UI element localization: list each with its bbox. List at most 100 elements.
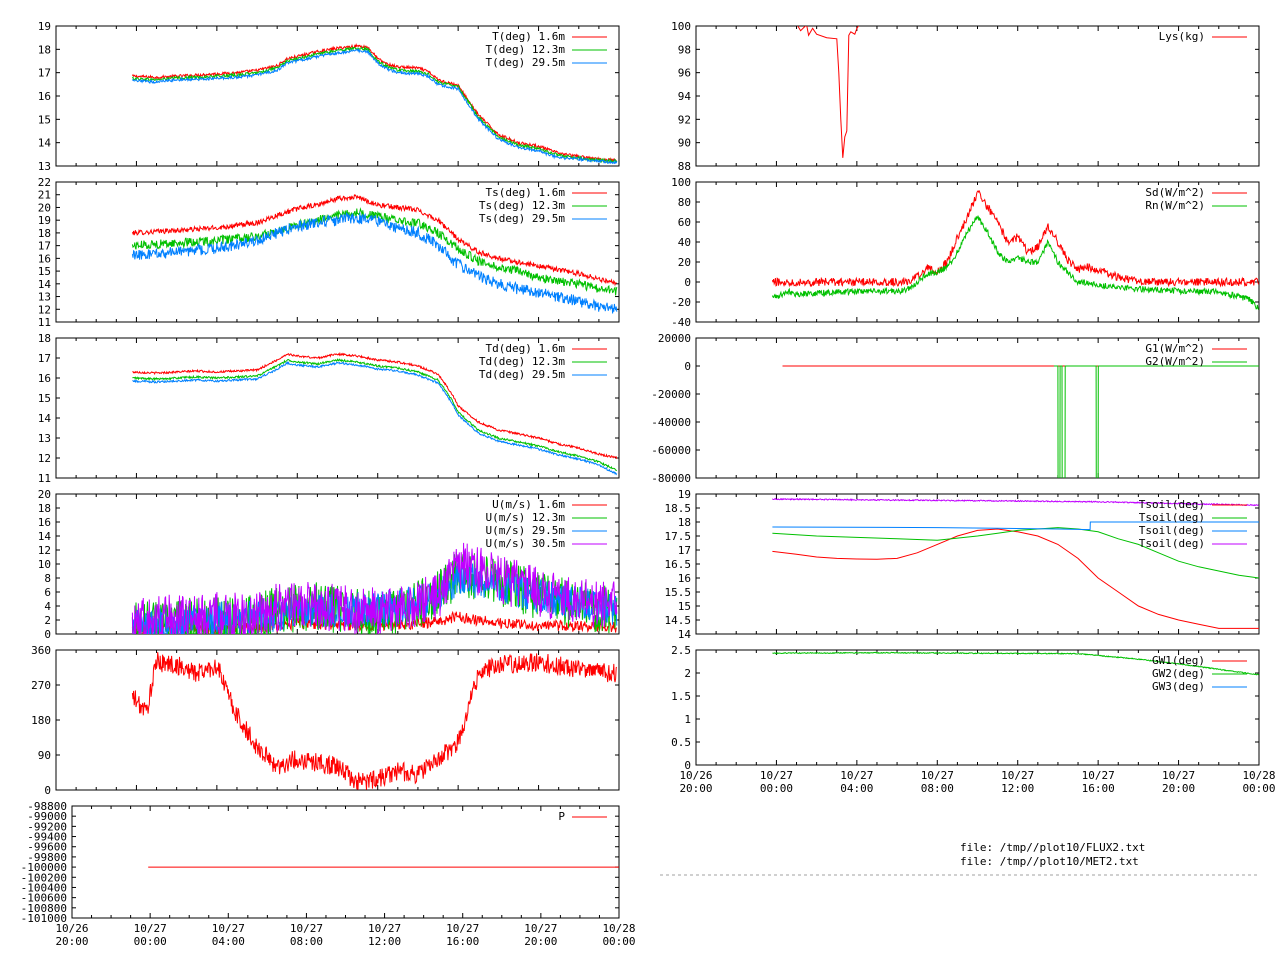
y-tick-label: -40 [671,316,691,329]
y-tick-label: 19 [38,214,51,227]
y-tick-label: -99200 [27,820,67,833]
series-line-soiltemp-1 [772,527,1259,579]
y-tick-label: 22 [38,176,51,189]
x-tick-label-date: 10/27 [446,922,479,935]
x-tick-label-time: 00:00 [602,935,635,948]
series-line-winddir-0 [131,652,618,790]
legend-label: T(deg) 1.6m [492,30,565,43]
y-tick-label: -20000 [651,388,691,401]
y-tick-label: 100 [671,20,691,33]
x-tick-label-time: 04:00 [840,782,873,795]
x-tick-label-time: 04:00 [212,935,245,948]
y-tick-label: 15 [678,600,691,613]
y-tick-label: 18 [38,332,51,345]
y-tick-label: 1.5 [671,690,691,703]
legend-label: Tsoil(deg) [1139,537,1205,550]
y-tick-label: 96 [678,67,691,80]
y-tick-label: 14 [38,412,52,425]
x-tick-label-date: 10/27 [134,922,167,935]
y-tick-label: 16 [678,572,691,585]
y-tick-label: -101000 [21,912,67,925]
legend-label: Ts(deg) 12.3m [479,199,565,212]
y-tick-label: 94 [678,90,692,103]
y-tick-label: 17 [38,240,51,253]
legend-label: GW3(deg) [1152,680,1205,693]
x-tick-label-date: 10/28 [602,922,635,935]
y-tick-label: 13 [38,432,51,445]
y-tick-label: 0.5 [671,736,691,749]
y-tick-label: -80000 [651,472,691,485]
y-tick-label: 60 [678,216,691,229]
y-tick-label: 360 [31,644,51,657]
legend-label: Tsoil(deg) [1139,524,1205,537]
y-tick-label: -98800 [27,800,67,813]
y-tick-label: -99800 [27,851,67,864]
y-tick-label: 0 [684,276,691,289]
chart-panel-temp: 13 14 15 16 17 18 19 T(deg) 1.6mT(deg) 12.3mT(d… [38,20,620,173]
y-tick-label: 14 [38,530,52,543]
y-tick-label: -100000 [21,861,67,874]
y-tick-label: 180 [31,714,51,727]
x-tick-label-time: 12:00 [1001,782,1034,795]
series-line-tsonic-0 [131,194,618,287]
legend-label: Ts(deg) 29.5m [479,212,565,225]
y-tick-label: -99000 [27,810,67,823]
y-tick-label: 98 [678,43,691,56]
y-tick-label: 4 [44,600,51,613]
y-tick-label: 15 [38,265,51,278]
y-tick-label: 90 [38,749,51,762]
series-line-temp-0 [131,43,618,163]
y-tick-label: 8 [44,572,51,585]
x-tick-label-date: 10/27 [921,769,954,782]
series-line-wind-3 [131,542,618,634]
y-tick-label: 21 [38,189,51,202]
y-tick-label: 16 [38,516,51,529]
y-tick-label: 6 [44,586,51,599]
series-line-soiltemp-2 [772,521,1259,531]
y-tick-label: 14 [678,628,692,641]
y-tick-label: 2.5 [671,644,691,657]
y-tick-label: 20 [38,201,51,214]
x-tick-label-time: 20:00 [55,935,88,948]
y-tick-label: 20 [38,488,51,501]
x-tick-label-time: 00:00 [1242,782,1275,795]
y-tick-label: 19 [678,488,691,501]
plot-frame [71,805,620,919]
y-tick-label: 11 [38,472,51,485]
y-tick-label: 18 [38,227,51,240]
y-tick-label: 12 [38,452,51,465]
y-tick-label: 15.5 [665,586,692,599]
y-tick-label: 100 [671,176,691,189]
x-tick-label-date: 10/27 [1162,769,1195,782]
legend-label: U(m/s) 12.3m [486,511,566,524]
legend-label: U(m/s) 29.5m [486,524,566,537]
y-tick-label: -100400 [21,881,67,894]
y-tick-label: 12 [38,544,51,557]
y-tick-label: -99600 [27,841,67,854]
x-tick-label-time: 20:00 [679,782,712,795]
y-tick-label: 20 [678,256,691,269]
series-line-dewpoint-2 [132,360,618,476]
y-tick-label: -100200 [21,871,67,884]
y-tick-label: 0 [44,784,51,797]
series-line-dewpoint-1 [132,358,618,472]
x-tick-label-time: 08:00 [921,782,954,795]
series-line-tsonic-2 [131,211,618,314]
y-tick-label: 90 [678,137,691,150]
y-tick-label: 18.5 [665,502,692,515]
plot-frame [695,25,1260,167]
y-tick-label: 14 [38,278,52,291]
y-tick-label: -99400 [27,831,67,844]
x-tick-label-date: 10/26 [55,922,88,935]
x-tick-label-date: 10/27 [1082,769,1115,782]
x-tick-label-date: 10/27 [368,922,401,935]
y-tick-label: 19 [38,20,51,33]
y-tick-label: 92 [678,113,691,126]
x-tick-label-time: 20:00 [1162,782,1195,795]
file-label-met: file: /tmp//plot10/MET2.txt [960,855,1139,868]
series-line-lysimeter-0 [797,26,860,158]
legend-label: GW2(deg) [1152,667,1205,680]
series-line-groundwater-1 [772,651,1259,676]
